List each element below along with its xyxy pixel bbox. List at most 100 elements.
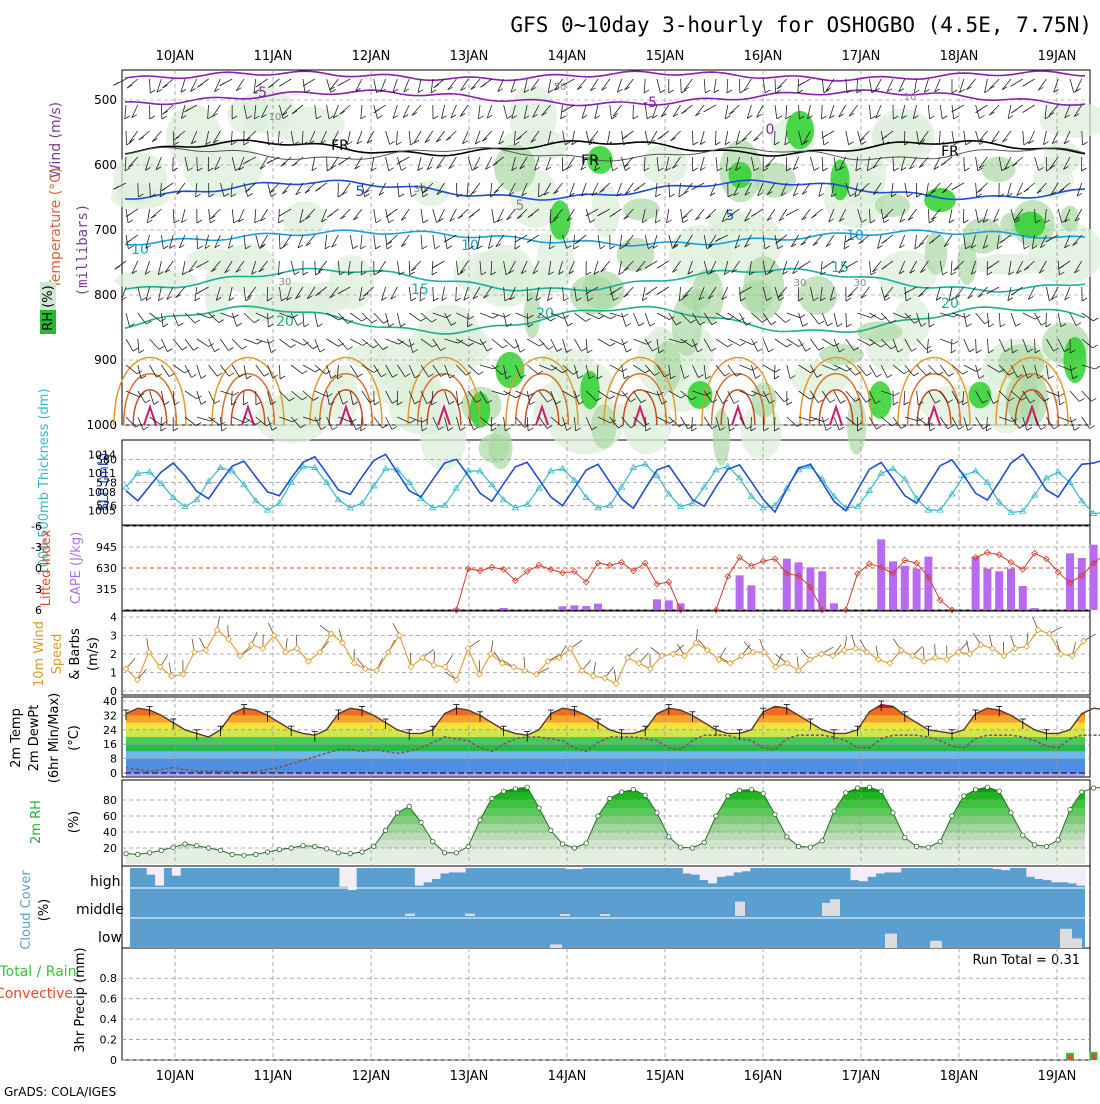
wind10-ylabel2: Speed — [50, 634, 65, 675]
cloud-high-bar — [574, 868, 583, 869]
wind-barb — [622, 313, 626, 326]
wind-barb-flag — [912, 348, 917, 351]
wind-barb-flag — [325, 246, 330, 249]
rh-point — [773, 812, 777, 816]
date-label-bottom: 12JAN — [352, 1069, 391, 1084]
rh-point — [490, 796, 494, 800]
rh-point — [785, 835, 789, 839]
wind-barb-flag — [503, 345, 508, 348]
wind-barb-flag — [229, 373, 234, 376]
cape-bar — [1031, 608, 1039, 610]
contour-label: 10 — [461, 238, 479, 254]
wind-barb — [725, 131, 728, 145]
wind-barb — [607, 131, 610, 145]
wind-barb — [361, 417, 362, 431]
wind-barb-flag — [951, 350, 956, 353]
wind-barb — [589, 131, 598, 142]
wind-point — [1058, 651, 1064, 657]
temp-band — [125, 730, 1085, 737]
cloud-high-bar — [876, 868, 885, 874]
date-label-bottom: 19JAN — [1038, 1069, 1077, 1084]
wind-barb — [401, 235, 409, 247]
wind-barb-flag — [1083, 142, 1088, 145]
wind-barb — [185, 391, 197, 399]
wind-barb — [810, 157, 814, 170]
wind-barb-flag — [574, 246, 579, 249]
cape-left-tick: 6 — [35, 604, 42, 617]
wind-barb — [610, 339, 623, 345]
rh-shade-mid — [489, 426, 513, 470]
cape-bar — [547, 609, 555, 610]
wind-barb — [775, 105, 777, 119]
rh-shade-mid — [681, 289, 710, 309]
wind-barb — [504, 339, 514, 348]
wind-barb — [161, 105, 162, 119]
wind-barb — [362, 313, 372, 323]
rh-point — [313, 844, 317, 848]
cloud-high-bar — [448, 868, 457, 872]
contour-label: 30 — [279, 277, 292, 288]
wind-barb-flag — [163, 324, 168, 327]
wind-barb-flag — [786, 213, 791, 216]
wind-barb — [964, 365, 976, 372]
wind-barb-flag — [669, 90, 674, 93]
rh-point — [289, 846, 293, 850]
wind-barb-flag — [298, 322, 303, 325]
wind-barb-flag — [787, 402, 792, 405]
wind-barb — [232, 365, 239, 377]
wind-barb — [270, 183, 280, 193]
wind-barb-flag — [871, 116, 876, 119]
wind-barb — [327, 339, 339, 346]
wind-barb — [727, 79, 728, 93]
wind-barb-flag — [201, 375, 206, 378]
wind-barb — [327, 157, 328, 171]
rh-point — [938, 839, 942, 843]
rh-point — [124, 851, 128, 855]
wind-barb — [917, 391, 919, 405]
wind-barb-flag — [650, 323, 655, 326]
wind-barb — [506, 209, 515, 220]
rh-point — [820, 839, 824, 843]
rh-point — [608, 796, 612, 800]
wind-barb — [197, 365, 201, 378]
wind-barb-flag — [1095, 366, 1100, 369]
wind-barb-flag — [1093, 318, 1098, 321]
precip-tick: 0.4 — [100, 1013, 118, 1026]
wind-barb-flag — [799, 266, 804, 269]
wind-barb — [656, 183, 657, 197]
wind-barb-flag — [803, 323, 808, 326]
temp-tick: 32 — [103, 709, 117, 722]
wind-barb — [893, 417, 901, 428]
wind-point — [203, 647, 209, 653]
wind-barb — [161, 339, 167, 352]
wind-barb-flag — [515, 239, 520, 242]
wind-barb — [244, 417, 256, 424]
wind-barb — [964, 313, 967, 327]
sfc-right-tick: 1014 — [88, 448, 116, 461]
wind-barb — [1023, 313, 1036, 319]
wind-barb — [590, 79, 598, 91]
wind-barb-flag — [907, 194, 912, 197]
wind-barb — [1070, 391, 1079, 401]
rh-point — [737, 788, 741, 792]
cape-bar — [570, 605, 578, 610]
rh-shade-mid — [963, 218, 1002, 254]
wind-barb-flag — [846, 298, 851, 301]
wind-barb — [1070, 417, 1074, 430]
wind-barb-flag — [774, 376, 779, 379]
wind-barb — [244, 339, 257, 344]
wind-barb-flag — [822, 266, 827, 269]
date-label-bottom: 14JAN — [548, 1069, 587, 1084]
wind-barb — [826, 235, 834, 247]
wind-barb-flag — [1011, 83, 1016, 86]
wind-barb-flag — [222, 428, 227, 431]
wind-barb-flag — [387, 246, 392, 249]
wind-point — [727, 660, 733, 666]
wind-barb-flag — [1016, 323, 1021, 326]
wind-barb-flag — [389, 324, 394, 327]
wind-barb-flag — [411, 298, 416, 301]
rh-point — [678, 845, 682, 849]
wind-barb — [740, 313, 746, 325]
wind-barb-flag — [318, 324, 323, 327]
temp-tick: 8 — [110, 753, 117, 766]
